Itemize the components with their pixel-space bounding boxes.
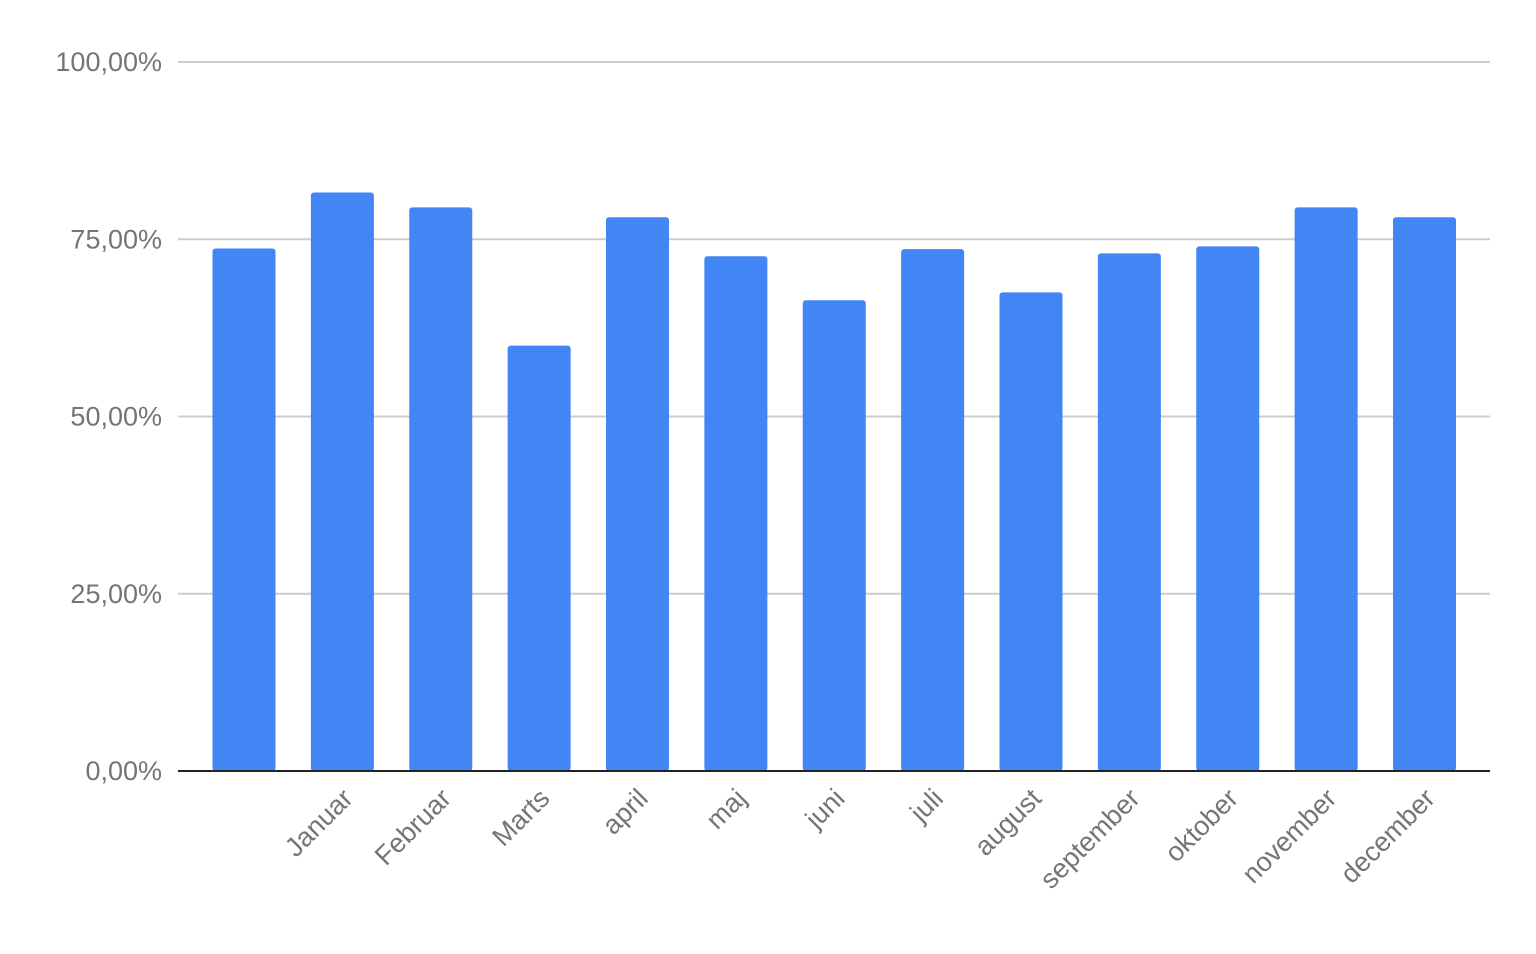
bar — [212, 248, 276, 772]
bar — [606, 217, 669, 771]
y-axis-tick-labels: 0,00% 25,00% 50,00% 75,00% 100,00% — [55, 47, 162, 786]
y-tick-label: 100,00% — [55, 47, 162, 77]
x-category-label: maj — [700, 783, 752, 835]
bar — [409, 207, 473, 772]
x-category-label: november — [1236, 783, 1342, 889]
bar — [1196, 246, 1260, 772]
x-category-label: Januar — [279, 783, 359, 863]
x-category-label: Marts — [486, 783, 555, 852]
bar — [704, 256, 768, 771]
y-tick-label: 50,00% — [70, 402, 162, 432]
bar — [1294, 207, 1358, 772]
x-category-label: oktober — [1159, 783, 1244, 868]
x-category-label: juni — [799, 783, 851, 835]
x-category-label: august — [969, 783, 1048, 862]
x-category-label: Februar — [369, 783, 457, 871]
x-category-label: april — [596, 783, 653, 840]
x-category-label: september — [1034, 783, 1145, 894]
y-tick-label: 25,00% — [70, 579, 162, 609]
x-category-label: juli — [904, 783, 949, 828]
bar — [802, 300, 866, 771]
bar — [310, 192, 374, 771]
y-tick-label: 75,00% — [70, 224, 162, 254]
bar — [1097, 253, 1161, 771]
x-axis-category-labels: Januar Februar Marts april maj juni juli august… — [279, 783, 1441, 895]
bar — [507, 345, 571, 771]
bar — [901, 249, 965, 771]
bar — [999, 292, 1063, 771]
bars — [212, 192, 1456, 772]
y-tick-label: 0,00% — [85, 756, 162, 786]
x-category-label: december — [1335, 783, 1441, 889]
bar — [1393, 217, 1456, 771]
